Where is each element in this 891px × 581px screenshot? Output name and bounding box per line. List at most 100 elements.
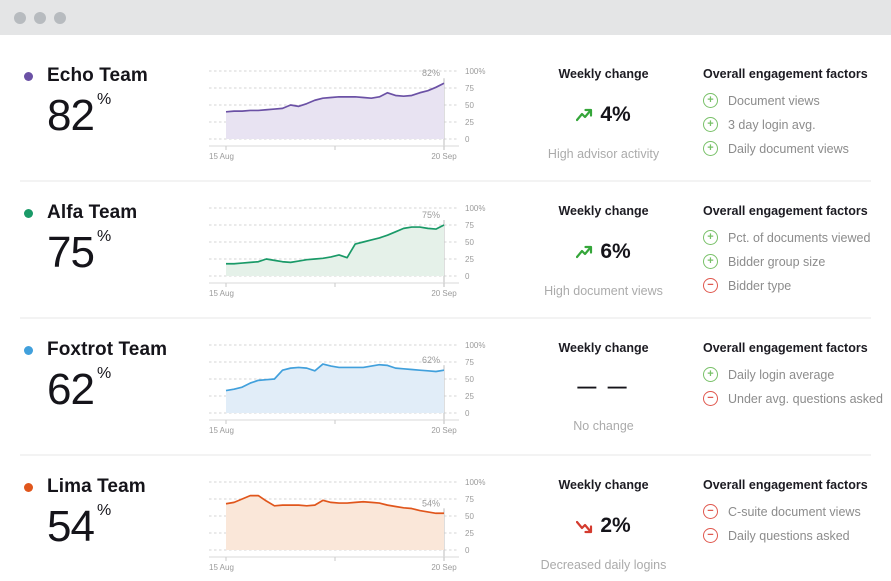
engagement-trend-chart[interactable]: 100% 75 50 25 0 15 Aug 20 Sep 54% xyxy=(206,470,506,574)
minus-circle-icon: − xyxy=(703,528,718,543)
weekly-change-value: 4% xyxy=(506,103,701,127)
percent-value: 62 xyxy=(47,365,95,414)
factor-label: Document views xyxy=(728,93,820,108)
plus-circle-icon: + xyxy=(703,141,718,156)
team-name: Lima Team xyxy=(47,476,146,497)
team-row[interactable]: Foxtrot Team 62% 100% 75 50 25 0 15 Aug 20 Sep… xyxy=(0,319,891,454)
factor-label: Bidder group size xyxy=(728,254,826,269)
plus-circle-icon: + xyxy=(703,117,718,132)
percent-sign: % xyxy=(96,228,112,245)
team-color-dot-icon xyxy=(24,345,33,355)
svg-text:54%: 54% xyxy=(422,498,440,508)
team-engagement-percent: 62% xyxy=(47,365,206,415)
factor-item: + Pct. of documents viewed xyxy=(703,230,891,245)
svg-text:0: 0 xyxy=(465,272,470,281)
window-titlebar xyxy=(0,0,891,35)
team-row[interactable]: Alfa Team 75% 100% 75 50 25 0 15 Aug 20 Sep 75%… xyxy=(0,182,891,317)
svg-text:15 Aug: 15 Aug xyxy=(209,426,234,435)
svg-text:100%: 100% xyxy=(465,341,485,350)
percent-value: 54 xyxy=(47,502,95,551)
svg-text:100%: 100% xyxy=(465,478,485,487)
team-color-dot-icon xyxy=(24,208,33,218)
engagement-factors-panel: Overall engagement factors − C-suite docu… xyxy=(701,470,891,552)
svg-text:0: 0 xyxy=(465,135,470,144)
svg-text:20 Sep: 20 Sep xyxy=(431,152,457,161)
svg-text:75%: 75% xyxy=(422,210,440,220)
factor-list: + Daily login average − Under avg. question… xyxy=(703,367,891,406)
team-identity: Echo Team 82% xyxy=(24,59,206,141)
factor-label: Daily login average xyxy=(728,367,835,382)
area-chart: 100% 75 50 25 0 15 Aug 20 Sep 75% xyxy=(209,204,485,298)
engagement-factors-panel: Overall engagement factors + Document vie… xyxy=(701,59,891,165)
svg-text:25: 25 xyxy=(465,118,474,127)
percent-sign: % xyxy=(96,502,112,519)
weekly-change-heading: Weekly change xyxy=(558,478,649,492)
svg-text:25: 25 xyxy=(465,392,474,401)
factor-list: + Document views +3 day login avg. + Daily d… xyxy=(703,93,891,156)
factor-list: − C-suite document views − Daily questions … xyxy=(703,504,891,543)
minus-circle-icon: − xyxy=(703,278,718,293)
svg-text:75: 75 xyxy=(465,495,474,504)
factor-label: Bidder type xyxy=(728,278,792,293)
weekly-change-amount: 2% xyxy=(600,514,631,537)
team-row[interactable]: Echo Team 82% 100% 75 50 25 0 15 Aug 20 Sep 82%… xyxy=(0,45,891,180)
svg-text:100%: 100% xyxy=(465,204,485,213)
weekly-change-panel: Weekly change 6% High document views xyxy=(506,196,701,298)
svg-text:20 Sep: 20 Sep xyxy=(431,289,457,298)
svg-text:25: 25 xyxy=(465,255,474,264)
window-dot-icon[interactable] xyxy=(34,11,46,24)
window-dot-icon[interactable] xyxy=(54,11,66,24)
svg-text:62%: 62% xyxy=(422,355,440,365)
team-identity: Lima Team 54% xyxy=(24,470,206,552)
svg-text:0: 0 xyxy=(465,546,470,555)
svg-text:0: 0 xyxy=(465,409,470,418)
weekly-change-heading: Weekly change xyxy=(558,67,649,81)
team-engagement-percent: 54% xyxy=(47,502,206,552)
minus-circle-icon: − xyxy=(703,391,718,406)
weekly-change-note: High document views xyxy=(544,284,663,298)
svg-text:50: 50 xyxy=(465,238,474,247)
weekly-change-amount: 4% xyxy=(600,103,631,126)
svg-text:15 Aug: 15 Aug xyxy=(209,563,234,572)
factor-item: − Daily questions asked xyxy=(703,528,891,543)
svg-text:25: 25 xyxy=(465,529,474,538)
row-divider xyxy=(20,454,871,456)
weekly-change-panel: Weekly change — — No change xyxy=(506,333,701,433)
engagement-trend-chart[interactable]: 100% 75 50 25 0 15 Aug 20 Sep 75% xyxy=(206,196,506,300)
weekly-change-amount: — — xyxy=(577,377,630,398)
svg-text:20 Sep: 20 Sep xyxy=(431,563,457,572)
team-color-dot-icon xyxy=(24,71,33,81)
factor-item: +3 day login avg. xyxy=(703,117,891,132)
svg-text:15 Aug: 15 Aug xyxy=(209,152,234,161)
weekly-change-heading: Weekly change xyxy=(558,204,649,218)
engagement-factors-panel: Overall engagement factors + Daily login … xyxy=(701,333,891,415)
team-color-dot-icon xyxy=(24,482,33,492)
team-row[interactable]: Lima Team 54% 100% 75 50 25 0 15 Aug 20 Sep 54%… xyxy=(0,456,891,581)
svg-text:75: 75 xyxy=(465,358,474,367)
team-name: Foxtrot Team xyxy=(47,339,168,360)
factor-label: 3 day login avg. xyxy=(728,117,816,132)
trend-down-icon xyxy=(576,520,593,533)
factor-label: Pct. of documents viewed xyxy=(728,230,871,245)
team-dashboard: Echo Team 82% 100% 75 50 25 0 15 Aug 20 Sep 82%… xyxy=(0,35,891,581)
team-engagement-percent: 75% xyxy=(47,228,206,278)
factor-label: Daily questions asked xyxy=(728,528,850,543)
factor-item: − C-suite document views xyxy=(703,504,891,519)
factor-item: − Bidder type xyxy=(703,278,891,293)
weekly-change-value: 6% xyxy=(506,240,701,264)
engagement-trend-chart[interactable]: 100% 75 50 25 0 15 Aug 20 Sep 62% xyxy=(206,333,506,437)
team-identity: Foxtrot Team 62% xyxy=(24,333,206,415)
factor-list: + Pct. of documents viewed + Bidder group s… xyxy=(703,230,891,293)
weekly-change-amount: 6% xyxy=(600,240,631,263)
engagement-trend-chart[interactable]: 100% 75 50 25 0 15 Aug 20 Sep 82% xyxy=(206,59,506,163)
factors-heading: Overall engagement factors xyxy=(703,341,868,355)
weekly-change-note: No change xyxy=(573,419,634,433)
trend-up-icon xyxy=(576,108,593,121)
window-dot-icon[interactable] xyxy=(14,11,26,24)
area-chart: 100% 75 50 25 0 15 Aug 20 Sep 54% xyxy=(209,478,485,572)
svg-text:100%: 100% xyxy=(465,67,485,76)
row-divider xyxy=(20,180,871,182)
svg-text:82%: 82% xyxy=(422,68,440,78)
team-name: Echo Team xyxy=(47,65,148,86)
